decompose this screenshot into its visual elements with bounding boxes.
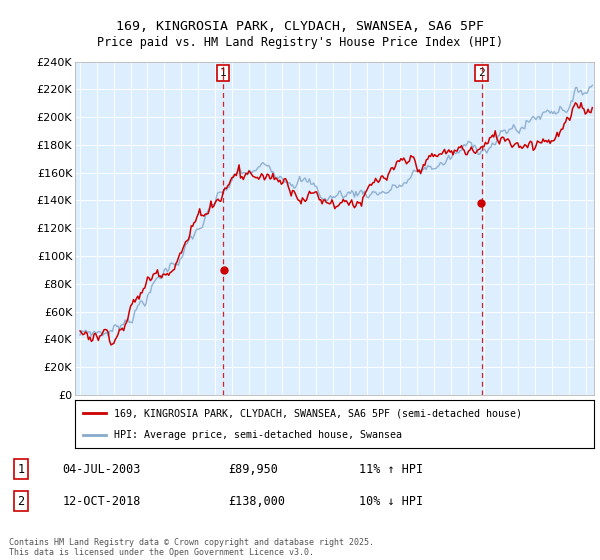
Text: £89,950: £89,950 [229,463,278,475]
Text: 11% ↑ HPI: 11% ↑ HPI [359,463,424,475]
Text: 1: 1 [220,68,227,78]
Text: 2: 2 [17,494,25,508]
Text: 10% ↓ HPI: 10% ↓ HPI [359,494,424,508]
Text: 169, KINGROSIA PARK, CLYDACH, SWANSEA, SA6 5PF (semi-detached house): 169, KINGROSIA PARK, CLYDACH, SWANSEA, S… [114,408,522,418]
Text: 2: 2 [478,68,485,78]
Text: £138,000: £138,000 [229,494,286,508]
Text: 1: 1 [17,463,25,475]
Text: Price paid vs. HM Land Registry's House Price Index (HPI): Price paid vs. HM Land Registry's House … [97,36,503,49]
Text: 12-OCT-2018: 12-OCT-2018 [62,494,141,508]
Text: 169, KINGROSIA PARK, CLYDACH, SWANSEA, SA6 5PF: 169, KINGROSIA PARK, CLYDACH, SWANSEA, S… [116,20,484,32]
Text: 04-JUL-2003: 04-JUL-2003 [62,463,141,475]
Text: HPI: Average price, semi-detached house, Swansea: HPI: Average price, semi-detached house,… [114,430,402,440]
Text: Contains HM Land Registry data © Crown copyright and database right 2025.
This d: Contains HM Land Registry data © Crown c… [9,538,374,557]
